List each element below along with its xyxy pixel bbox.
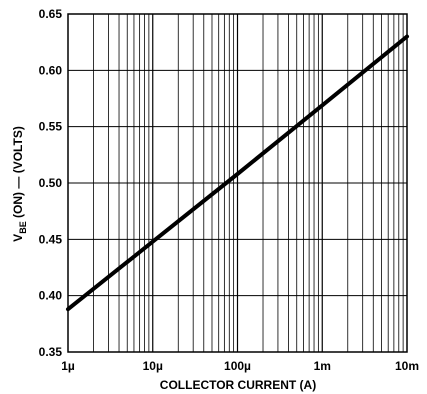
x-tick-label: 100µ bbox=[224, 359, 251, 373]
y-tick-label: 0.60 bbox=[39, 63, 63, 77]
y-tick-label: 0.65 bbox=[39, 7, 63, 21]
series-layer bbox=[66, 34, 409, 312]
y-tick-label: 0.50 bbox=[39, 176, 63, 190]
series-line-vbe bbox=[66, 34, 409, 312]
x-tick-label: 1µ bbox=[61, 359, 75, 373]
y-axis-label-subscript: BE bbox=[18, 221, 28, 234]
y-tick-label: 0.35 bbox=[39, 345, 63, 359]
plot-frame bbox=[67, 13, 408, 353]
y-tick-label: 0.40 bbox=[39, 289, 63, 303]
grid-lines bbox=[68, 14, 407, 352]
y-tick-label: 0.45 bbox=[39, 232, 63, 246]
x-axis-label: COLLECTOR CURRENT (A) bbox=[160, 378, 316, 392]
x-tick-label: 10m bbox=[395, 359, 419, 373]
x-tick-label: 1m bbox=[314, 359, 331, 373]
y-tick-labels: 0.35 0.40 0.45 0.50 0.55 0.60 0.65 bbox=[39, 7, 63, 359]
y-axis-label-suffix: (ON) — (VOLTS) bbox=[11, 126, 25, 221]
y-axis-label: VBE (ON) — (VOLTS) bbox=[11, 126, 28, 242]
x-tick-label: 10µ bbox=[143, 359, 163, 373]
y-axis-label-prefix: V bbox=[11, 234, 25, 242]
y-tick-label: 0.55 bbox=[39, 120, 63, 134]
x-tick-labels: 1µ 10µ 100µ 1m 10m bbox=[61, 359, 419, 373]
